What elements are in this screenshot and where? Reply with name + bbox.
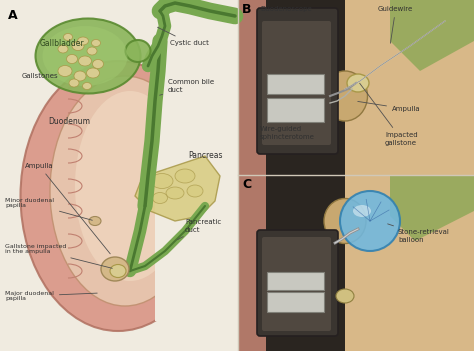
- Ellipse shape: [64, 33, 73, 40]
- Ellipse shape: [187, 185, 203, 197]
- FancyBboxPatch shape: [238, 176, 336, 211]
- Text: Ampulla: Ampulla: [25, 163, 110, 254]
- Circle shape: [340, 191, 400, 251]
- Text: Impacted
gallstone: Impacted gallstone: [360, 83, 418, 146]
- Text: Common bile
duct: Common bile duct: [160, 79, 214, 95]
- Text: Minor duodenal
papilla: Minor duodenal papilla: [5, 198, 92, 220]
- FancyBboxPatch shape: [257, 230, 338, 336]
- Ellipse shape: [110, 265, 126, 278]
- Text: Gallstone impacted
in the ampulla: Gallstone impacted in the ampulla: [5, 244, 112, 268]
- FancyBboxPatch shape: [335, 176, 474, 351]
- FancyBboxPatch shape: [255, 0, 345, 175]
- Text: Gallstones: Gallstones: [22, 73, 59, 79]
- Ellipse shape: [353, 205, 371, 217]
- Ellipse shape: [79, 56, 91, 66]
- FancyBboxPatch shape: [340, 0, 474, 175]
- Ellipse shape: [89, 217, 101, 225]
- Text: Guidewire: Guidewire: [378, 6, 413, 43]
- FancyBboxPatch shape: [155, 31, 245, 321]
- Ellipse shape: [347, 74, 369, 92]
- FancyBboxPatch shape: [255, 176, 345, 351]
- FancyBboxPatch shape: [238, 0, 474, 175]
- Ellipse shape: [74, 71, 86, 81]
- FancyBboxPatch shape: [267, 272, 324, 290]
- Ellipse shape: [92, 60, 103, 68]
- Ellipse shape: [72, 41, 84, 51]
- Text: Pancreas: Pancreas: [188, 152, 222, 160]
- FancyBboxPatch shape: [262, 21, 331, 145]
- Ellipse shape: [87, 47, 97, 55]
- Ellipse shape: [322, 71, 367, 121]
- Text: Ampulla: Ampulla: [358, 101, 420, 112]
- Ellipse shape: [324, 199, 366, 244]
- Ellipse shape: [153, 192, 167, 204]
- Text: Stone-retrieval
balloon: Stone-retrieval balloon: [388, 224, 450, 243]
- Ellipse shape: [151, 173, 173, 188]
- FancyBboxPatch shape: [238, 0, 266, 175]
- Ellipse shape: [175, 169, 195, 183]
- Ellipse shape: [245, 176, 325, 211]
- Ellipse shape: [101, 257, 129, 281]
- FancyBboxPatch shape: [267, 292, 324, 312]
- FancyBboxPatch shape: [267, 98, 324, 122]
- Ellipse shape: [166, 187, 184, 199]
- FancyBboxPatch shape: [267, 74, 324, 94]
- Ellipse shape: [36, 19, 140, 93]
- Ellipse shape: [126, 40, 151, 62]
- Text: B: B: [242, 3, 252, 16]
- Text: A: A: [8, 9, 18, 22]
- Text: Gallbladder: Gallbladder: [40, 39, 85, 47]
- Ellipse shape: [336, 289, 354, 303]
- FancyBboxPatch shape: [238, 176, 474, 351]
- Ellipse shape: [91, 40, 100, 46]
- Ellipse shape: [43, 26, 128, 86]
- FancyBboxPatch shape: [262, 237, 331, 331]
- Text: Wire-guided
sphincterotome: Wire-guided sphincterotome: [260, 126, 315, 139]
- Ellipse shape: [78, 37, 89, 45]
- FancyBboxPatch shape: [0, 0, 237, 351]
- Ellipse shape: [69, 79, 79, 87]
- Polygon shape: [390, 176, 474, 241]
- Text: Pancreatic
duct: Pancreatic duct: [177, 219, 221, 240]
- Ellipse shape: [66, 54, 78, 64]
- Ellipse shape: [58, 66, 72, 77]
- Text: C: C: [242, 178, 251, 191]
- Polygon shape: [390, 0, 474, 71]
- Text: Major duodenal
papilla: Major duodenal papilla: [5, 291, 97, 302]
- Text: Duodenum: Duodenum: [48, 117, 90, 126]
- FancyBboxPatch shape: [238, 176, 266, 351]
- Ellipse shape: [82, 82, 91, 90]
- FancyBboxPatch shape: [257, 8, 338, 154]
- Text: Duodenoscope: Duodenoscope: [260, 6, 312, 12]
- Ellipse shape: [20, 61, 216, 331]
- Ellipse shape: [86, 68, 100, 78]
- Ellipse shape: [50, 76, 200, 306]
- Ellipse shape: [58, 45, 68, 53]
- Polygon shape: [135, 156, 220, 221]
- Ellipse shape: [75, 91, 185, 281]
- Text: Cystic duct: Cystic duct: [157, 27, 209, 46]
